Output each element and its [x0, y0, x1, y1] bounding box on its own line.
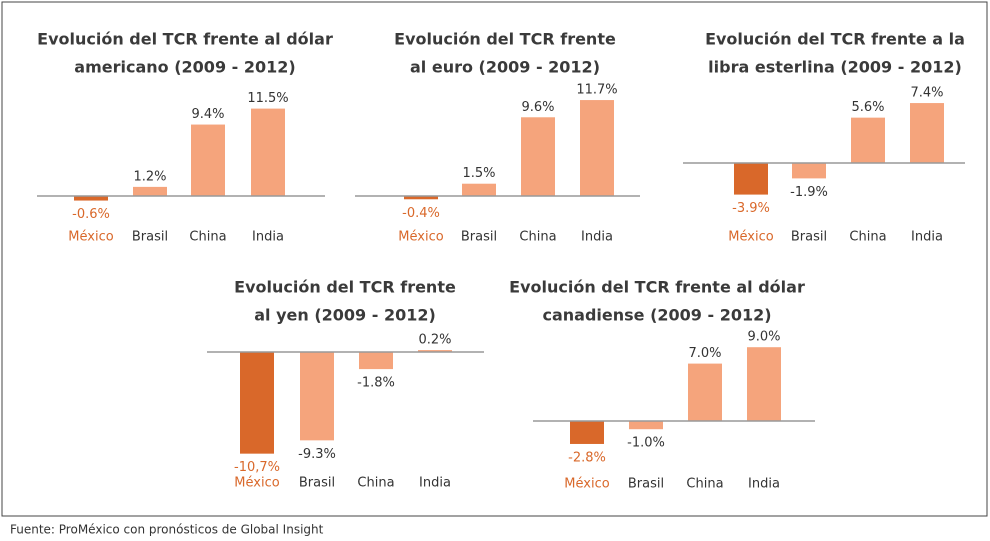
value-label: 1.5% [462, 166, 495, 181]
bar [133, 186, 167, 196]
value-label: 0.2% [418, 333, 451, 348]
x-tick-label: India [581, 230, 613, 245]
x-tick-label: China [849, 230, 886, 245]
x-tick-label: Brasil [299, 476, 335, 491]
bar [300, 352, 334, 441]
x-tick-label: México [234, 476, 279, 491]
x-tick-label: Brasil [132, 230, 168, 245]
value-label: -1.8% [357, 376, 395, 391]
value-label: 9.4% [191, 107, 224, 122]
bar [251, 108, 285, 196]
value-label: -2.8% [568, 450, 606, 465]
x-tick-label: México [398, 230, 443, 245]
chart-title: Evolución del TCR frente a la [705, 30, 965, 49]
value-label: 11.5% [247, 91, 288, 106]
value-label: 5.6% [851, 100, 884, 115]
x-tick-label: México [564, 477, 609, 492]
value-label: -1.0% [627, 436, 665, 451]
value-label: -9.3% [298, 447, 336, 462]
value-label: -1.9% [790, 185, 828, 200]
chart-title: libra esterlina (2009 - 2012) [708, 58, 962, 77]
value-label: -0.6% [72, 207, 110, 222]
x-tick-label: México [68, 230, 113, 245]
frame [1, 1, 988, 517]
bar [910, 103, 944, 163]
value-label: 7.4% [910, 86, 943, 101]
x-tick-label: India [911, 230, 943, 245]
bar [404, 196, 438, 200]
x-tick-label: México [728, 230, 773, 245]
x-tick-label: Brasil [791, 230, 827, 245]
bar [851, 117, 885, 163]
chart-title: Evolución del TCR frente [394, 30, 616, 49]
value-label: 1.2% [133, 169, 166, 184]
bar [191, 124, 225, 196]
bar [688, 363, 722, 421]
bar [359, 352, 393, 370]
bar [74, 196, 108, 201]
bar [418, 350, 452, 352]
chart-title: canadiense (2009 - 2012) [542, 306, 771, 325]
chart-title: al euro (2009 - 2012) [410, 58, 600, 77]
bar [570, 421, 604, 444]
source-note: Fuente: ProMéxico con pronósticos de Glo… [10, 523, 324, 537]
bar [792, 163, 826, 179]
value-label: 9.6% [521, 100, 554, 115]
bar [240, 352, 274, 454]
bar [747, 347, 781, 421]
bar [629, 421, 663, 430]
bar [734, 163, 768, 195]
bar [580, 100, 614, 196]
chart-title: Evolución del TCR frente al dólar [509, 278, 805, 297]
chart-title: Evolución del TCR frente [234, 278, 456, 297]
x-tick-label: China [686, 477, 723, 492]
value-label: 11.7% [576, 83, 617, 98]
x-tick-label: China [519, 230, 556, 245]
chart-title: americano (2009 - 2012) [74, 58, 295, 77]
chart-title: Evolución del TCR frente al dólar [37, 30, 333, 49]
x-tick-label: Brasil [628, 477, 664, 492]
x-tick-label: Brasil [461, 230, 497, 245]
bar [521, 117, 555, 196]
bar [462, 183, 496, 196]
chart-title: al yen (2009 - 2012) [254, 306, 436, 325]
x-tick-label: India [748, 477, 780, 492]
x-tick-label: India [252, 230, 284, 245]
value-label: 7.0% [688, 346, 721, 361]
x-tick-label: China [189, 230, 226, 245]
value-label: -3.9% [732, 201, 770, 216]
value-label: -10,7% [234, 460, 280, 475]
value-label: 9.0% [747, 330, 780, 345]
x-tick-label: India [419, 476, 451, 491]
x-tick-label: China [357, 476, 394, 491]
value-label: -0.4% [402, 206, 440, 221]
